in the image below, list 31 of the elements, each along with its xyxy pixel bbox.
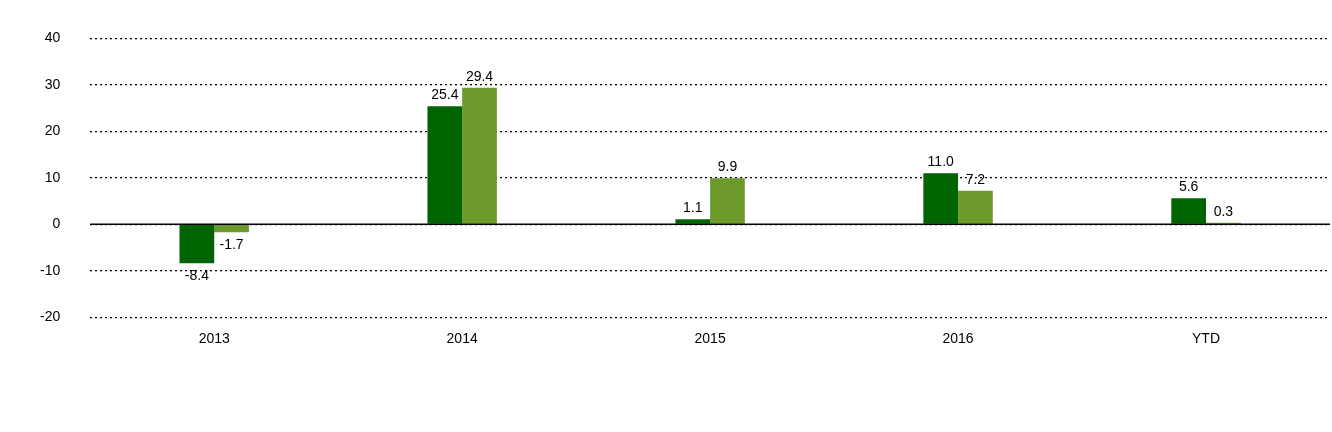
x-tick-label: 2014	[446, 330, 478, 347]
data-label: 29.4	[465, 67, 494, 84]
data-label: -8.4	[184, 267, 210, 284]
bar	[923, 173, 959, 224]
data-label: 1.1	[683, 199, 703, 216]
data-label: -1.7	[219, 236, 244, 253]
data-label: 0.3	[1213, 202, 1234, 219]
data-label: 25.4	[431, 86, 459, 103]
y-tick-label: -20	[40, 308, 61, 325]
x-tick-label: 2013	[198, 330, 230, 347]
x-tick-label: YTD	[1192, 330, 1221, 347]
bar	[958, 190, 993, 224]
bar	[179, 224, 215, 264]
y-tick-label: 20	[44, 122, 61, 139]
bar	[710, 178, 745, 224]
data-label: 5.6	[1178, 178, 1199, 195]
bar	[427, 106, 463, 224]
bar	[462, 87, 497, 224]
x-tick-label: 2016	[942, 330, 974, 347]
x-tick-label: 2015	[694, 330, 726, 347]
y-tick-label: 10	[44, 168, 61, 185]
y-tick-label: 30	[44, 75, 61, 92]
y-tick-label: -10	[40, 261, 61, 278]
y-tick-label: 40	[44, 29, 61, 46]
bar	[214, 224, 249, 233]
data-label: 11.0	[927, 153, 955, 170]
bar	[1171, 198, 1207, 224]
y-tick-label: 0	[52, 215, 61, 232]
data-label: 9.9	[717, 158, 738, 175]
bar	[675, 219, 711, 224]
data-label: 7.2	[965, 170, 986, 187]
